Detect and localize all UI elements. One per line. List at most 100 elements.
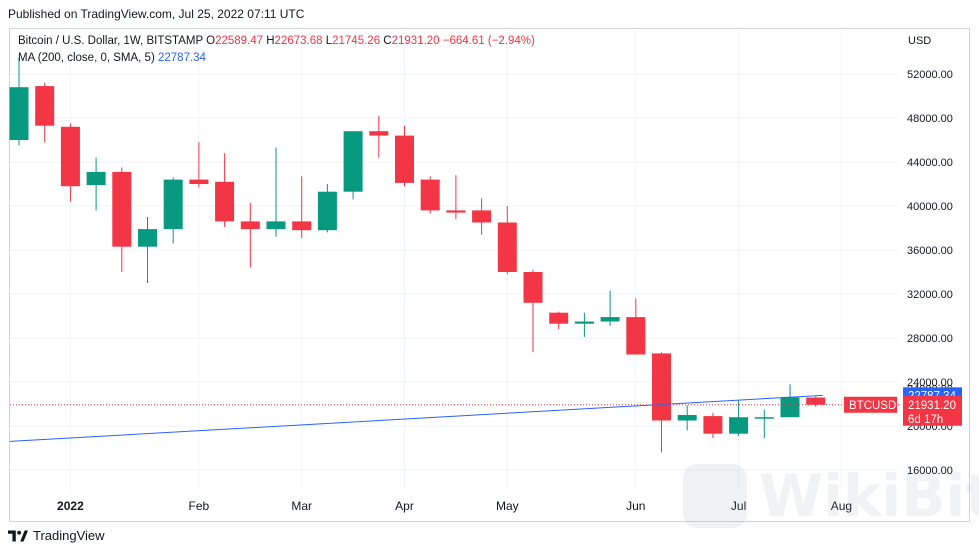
y-tick-label: 36000.00 [907, 245, 953, 257]
candle-body [317, 191, 337, 231]
candle-down [189, 142, 209, 188]
high-value: 22673.68 [274, 35, 323, 47]
y-tick-label: 52000.00 [907, 69, 953, 81]
candle-up [574, 312, 594, 337]
tradingview-logo-icon [8, 529, 28, 542]
countdown-text: 6d 17h [908, 414, 943, 426]
candle-up [780, 384, 800, 418]
candle-up [86, 157, 106, 211]
candle-up [600, 290, 620, 326]
close-label: C [383, 35, 392, 47]
candle-body [343, 131, 363, 192]
last-price-tag [903, 395, 962, 426]
footer[interactable]: TradingView [8, 528, 105, 543]
candle-body [754, 417, 774, 419]
candle-body [677, 415, 697, 421]
candle-down [60, 123, 80, 202]
chart-frame[interactable] [9, 28, 970, 522]
candle-up [754, 409, 774, 439]
change-value: −664.61 (−2.94%) [442, 35, 535, 47]
candle-down [240, 202, 260, 268]
candle-down [523, 269, 543, 353]
candle-down [35, 82, 55, 143]
candle-body [395, 135, 414, 183]
x-tick-label: May [496, 499, 519, 513]
ma-line [9, 394, 823, 442]
candle-body [523, 272, 543, 303]
x-tick-label: Aug [831, 499, 852, 513]
candle-body [729, 417, 749, 434]
candle-up [9, 57, 29, 146]
grid-lines [10, 30, 900, 490]
candle-up [266, 147, 286, 237]
ticker-tag-text: BTCUSD [849, 400, 896, 412]
candle-body [780, 397, 800, 418]
ma-label: MA (200, close, 0, SMA, 5) [18, 52, 155, 64]
candle-body [420, 179, 440, 211]
candle-down [652, 352, 671, 453]
candle-down [395, 125, 414, 187]
low-label: L [325, 35, 333, 47]
open-label: O [206, 35, 216, 47]
candle-body [215, 181, 235, 222]
candle-down [472, 198, 492, 235]
candle-up [729, 399, 749, 436]
price-axis[interactable]: 16000.0020000.0024000.0028000.0032000.00… [907, 69, 953, 477]
candle-body [703, 416, 723, 434]
candle-body [60, 126, 80, 187]
candle-down [215, 153, 235, 227]
candle-body [240, 221, 260, 230]
x-tick-label: Mar [291, 499, 312, 513]
y-tick-label: 28000.00 [907, 333, 953, 345]
candle-down [292, 176, 312, 238]
watermark-text: WikiBit [759, 462, 979, 530]
candle-up [138, 217, 157, 283]
candle-body [163, 179, 183, 230]
x-tick-label: Jul [731, 499, 746, 513]
wikibit-watermark: WikiBit [683, 462, 979, 530]
ticker-tag [844, 396, 897, 413]
candle-up [317, 184, 337, 233]
candle-body [9, 87, 29, 140]
candle-body [86, 171, 106, 186]
candle-down [446, 175, 466, 220]
high-label: H [266, 35, 275, 47]
y-tick-label: 40000.00 [907, 201, 953, 213]
candle-body [652, 353, 671, 421]
candle-body [497, 222, 517, 272]
x-tick-label: Jun [626, 499, 645, 513]
y-tick-label: 44000.00 [907, 157, 953, 169]
x-tick-label: Apr [395, 499, 414, 513]
header-bar: Published on TradingView.com, Jul 25, 20… [0, 0, 979, 28]
time-axis: 2022 Feb Mar Apr May Jun Jul Aug [57, 499, 852, 513]
symbol-name: Bitcoin / U.S. Dollar, 1W, BITSTAMP [18, 35, 203, 47]
candle-body [446, 210, 466, 213]
published-text: Published on TradingView.com, Jul 25, 20… [8, 7, 305, 21]
ma-legend[interactable]: MA (200, close, 0, SMA, 5) 22787.34 [18, 52, 206, 64]
open-value: 22589.47 [215, 35, 264, 47]
candle-body [600, 317, 620, 322]
wikibit-logo-icon [683, 464, 747, 528]
candle-down [420, 176, 440, 214]
ma-value: 22787.34 [157, 52, 206, 64]
ma-layer [9, 394, 823, 442]
candle-body [472, 210, 492, 223]
currency-label[interactable]: USD [908, 35, 932, 47]
candle-body [189, 179, 209, 184]
candle-body [35, 86, 55, 126]
close-value: 21931.20 [391, 35, 440, 47]
candle-down [806, 396, 826, 407]
candle-body [138, 229, 157, 247]
x-tick-label: 2022 [57, 499, 84, 513]
candles [9, 57, 826, 453]
candle-down [369, 115, 389, 158]
candle-body [112, 171, 132, 247]
candle-body [369, 131, 389, 136]
symbol-legend[interactable]: Bitcoin / U.S. Dollar, 1W, BITSTAMP O225… [18, 35, 535, 47]
candle-up [163, 177, 183, 244]
candle-body [266, 221, 286, 230]
candle-down [112, 167, 132, 272]
candle-body [292, 221, 312, 231]
y-tick-label: 48000.00 [907, 113, 953, 125]
